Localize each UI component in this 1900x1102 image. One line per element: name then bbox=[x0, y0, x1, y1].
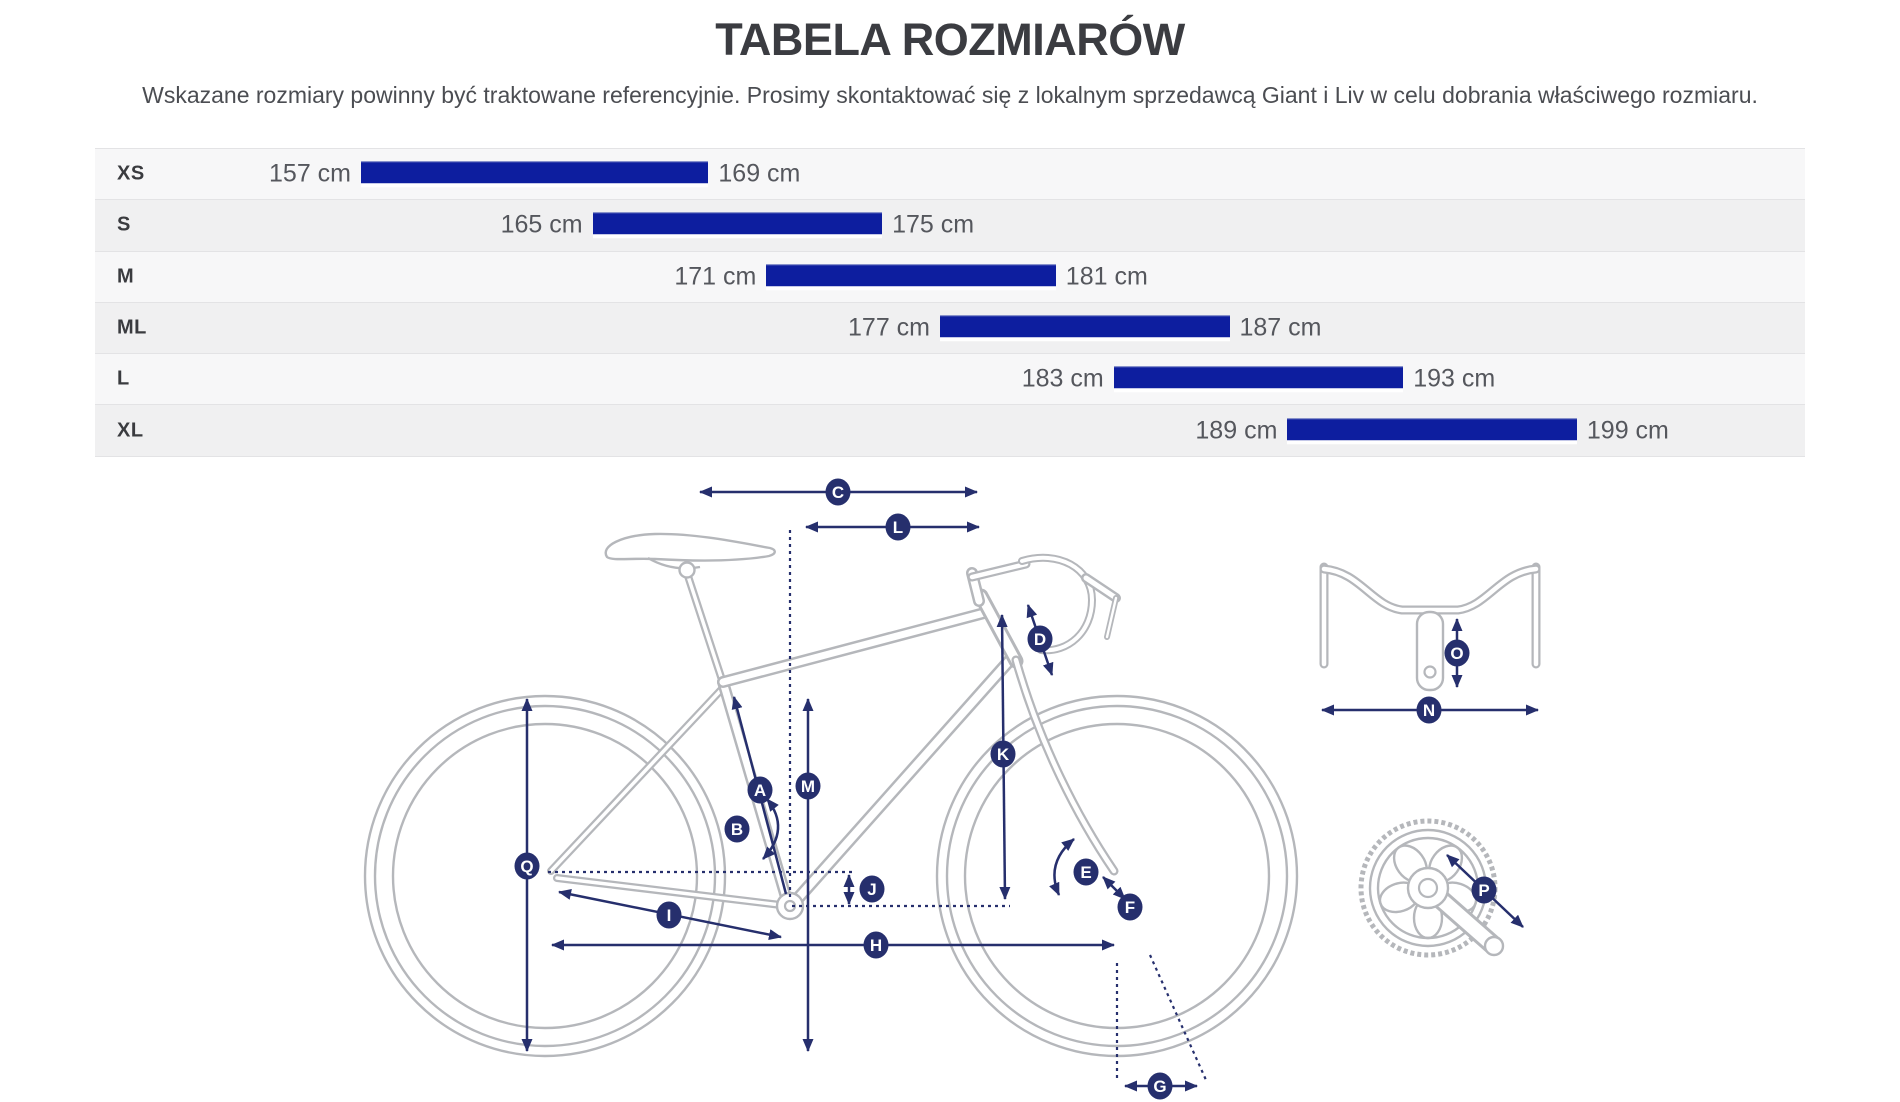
size-row: S 165 cm 175 cm bbox=[95, 200, 1805, 252]
diagram-badge-B: B bbox=[724, 815, 750, 843]
diagram-badge-A: A bbox=[747, 776, 773, 804]
size-row: XS 157 cm 169 cm bbox=[95, 149, 1805, 201]
measure-arc-E bbox=[1049, 838, 1075, 896]
max-height-label: 199 cm bbox=[1586, 416, 1669, 445]
max-height-label: 193 cm bbox=[1413, 364, 1496, 393]
min-height-label: 189 cm bbox=[1195, 416, 1278, 445]
diagram-badge-letter: P bbox=[1478, 881, 1489, 900]
bike-frame bbox=[547, 532, 1121, 921]
size-row: L 183 cm 193 cm bbox=[95, 354, 1805, 406]
min-height-label: 183 cm bbox=[1021, 364, 1104, 393]
measurement-badges: A B C D E F G H I J K L M N O P Q bbox=[514, 478, 1497, 1100]
saddle bbox=[604, 532, 776, 579]
diagram-badge-letter: A bbox=[754, 781, 766, 800]
steering-axis-dashed-line bbox=[1148, 954, 1208, 1081]
min-height-label: 165 cm bbox=[500, 210, 583, 239]
handlebar-side bbox=[1018, 553, 1121, 655]
size-table: XS 157 cm 169 cm S 165 cm 175 cm M 171 cm 181 cm… bbox=[95, 148, 1805, 457]
height-range-bar bbox=[361, 161, 709, 184]
diagram-badge-letter: I bbox=[667, 906, 672, 925]
size-name-label: ML bbox=[117, 316, 147, 339]
size-name-label: M bbox=[117, 265, 135, 288]
height-range-bar bbox=[1287, 417, 1577, 440]
min-height-label: 171 cm bbox=[674, 262, 757, 291]
diagram-badge-Q: Q bbox=[514, 852, 540, 880]
diagram-badge-C: C bbox=[825, 478, 851, 506]
size-name-label: L bbox=[117, 367, 130, 390]
max-height-label: 187 cm bbox=[1239, 313, 1322, 342]
diagram-badge-H: H bbox=[863, 931, 889, 959]
diagram-badge-letter: C bbox=[832, 483, 844, 502]
diagram-badge-letter: D bbox=[1034, 630, 1046, 649]
diagram-badge-F: F bbox=[1117, 893, 1143, 921]
diagram-badge-letter: M bbox=[801, 777, 815, 796]
diagram-badge-letter: N bbox=[1423, 701, 1435, 720]
diagram-badge-G: G bbox=[1147, 1072, 1173, 1100]
page-title: TABELA ROZMIARÓW bbox=[715, 14, 1185, 65]
diagram-badge-letter: J bbox=[867, 880, 876, 899]
diagram-badge-letter: E bbox=[1080, 863, 1091, 882]
size-row: ML 177 cm 187 cm bbox=[95, 302, 1805, 355]
height-range-bar bbox=[940, 315, 1230, 338]
diagram-badge-N: N bbox=[1416, 696, 1442, 724]
min-height-label: 177 cm bbox=[848, 313, 930, 342]
diagram-badge-E: E bbox=[1073, 858, 1099, 886]
diagram-badge-J: J bbox=[859, 875, 885, 903]
height-range-bar bbox=[592, 212, 883, 235]
size-name-label: XS bbox=[117, 162, 145, 185]
height-range-bar bbox=[766, 263, 1056, 286]
diagram-badge-letter: G bbox=[1153, 1077, 1166, 1096]
diagram-badge-P: P bbox=[1471, 876, 1497, 904]
handlebar-top-view bbox=[1319, 562, 1541, 692]
max-height-label: 181 cm bbox=[1065, 262, 1148, 291]
diagram-badge-letter: Q bbox=[520, 857, 533, 876]
bike-outline bbox=[363, 694, 1299, 1058]
measure-arrow-F bbox=[1102, 876, 1126, 900]
diagram-badge-letter: H bbox=[870, 936, 882, 955]
size-row: M 171 cm 181 cm bbox=[95, 251, 1805, 303]
stem-clamp bbox=[1415, 610, 1445, 692]
rear-wheel bbox=[363, 694, 727, 1058]
diagram-badge-letter: O bbox=[1450, 644, 1463, 663]
max-height-label: 169 cm bbox=[718, 159, 801, 188]
front-wheel bbox=[935, 694, 1299, 1058]
diagram-badge-L: L bbox=[885, 513, 911, 541]
diagram-badge-D: D bbox=[1027, 625, 1053, 653]
size-name-label: S bbox=[117, 213, 131, 236]
size-name-label: XL bbox=[117, 419, 144, 442]
diagram-badge-letter: L bbox=[893, 518, 903, 537]
bike-geometry-diagram: A B C D E F G H I J K L M N O P Q bbox=[363, 478, 1541, 1100]
size-row: XL 189 cm 199 cm bbox=[95, 405, 1805, 457]
max-height-label: 175 cm bbox=[892, 210, 975, 239]
diagram-badge-I: I bbox=[656, 901, 682, 929]
diagram-badge-M: M bbox=[795, 772, 821, 800]
measure-arc-B bbox=[762, 798, 780, 860]
diagram-badge-O: O bbox=[1444, 639, 1470, 667]
page-subtitle: Wskazane rozmiary powinny być traktowane… bbox=[142, 82, 1758, 108]
diagram-badge-letter: K bbox=[997, 745, 1010, 764]
diagram-badge-letter: B bbox=[731, 820, 743, 839]
fork bbox=[1011, 655, 1119, 876]
min-height-label: 157 cm bbox=[269, 159, 351, 188]
pedal-hole bbox=[1483, 935, 1505, 957]
diagram-badge-letter: F bbox=[1125, 898, 1135, 917]
diagram-badge-K: K bbox=[990, 740, 1016, 768]
height-range-bar bbox=[1113, 366, 1404, 389]
